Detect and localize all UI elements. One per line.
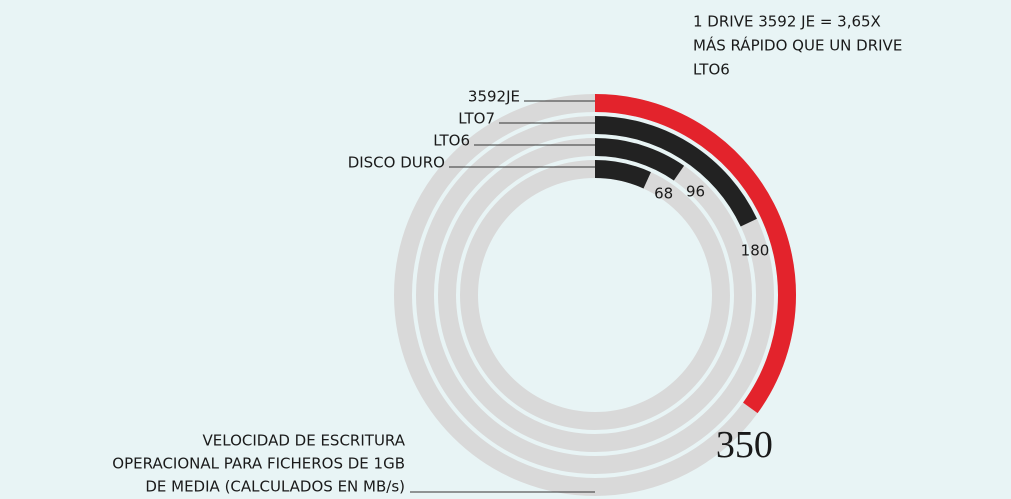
annotation: 1 DRIVE 3592 JE = 3,65X bbox=[693, 13, 881, 31]
value-label: 180 bbox=[741, 241, 770, 259]
track bbox=[460, 160, 730, 430]
value-label: 68 bbox=[654, 185, 673, 203]
category-label: LTO6 bbox=[433, 132, 470, 150]
value-label: 96 bbox=[686, 182, 705, 200]
annotation: LTO6 bbox=[693, 61, 730, 79]
arc bbox=[594, 138, 685, 181]
annotation: MÁS RÁPIDO QUE UN DRIVE bbox=[693, 36, 902, 55]
category-label: 3592JE bbox=[468, 88, 520, 106]
arc bbox=[594, 116, 757, 227]
value-label: 350 bbox=[716, 424, 773, 466]
category-label: LTO7 bbox=[458, 110, 495, 128]
arc bbox=[594, 94, 796, 414]
note: OPERACIONAL PARA FICHEROS DE 1GB bbox=[112, 455, 405, 473]
note: DE MEDIA (CALCULADOS EN MB/s) bbox=[145, 478, 405, 496]
note: VELOCIDAD DE ESCRITURA bbox=[203, 432, 406, 450]
arc bbox=[594, 160, 651, 189]
category-label: DISCO DURO bbox=[348, 154, 445, 172]
